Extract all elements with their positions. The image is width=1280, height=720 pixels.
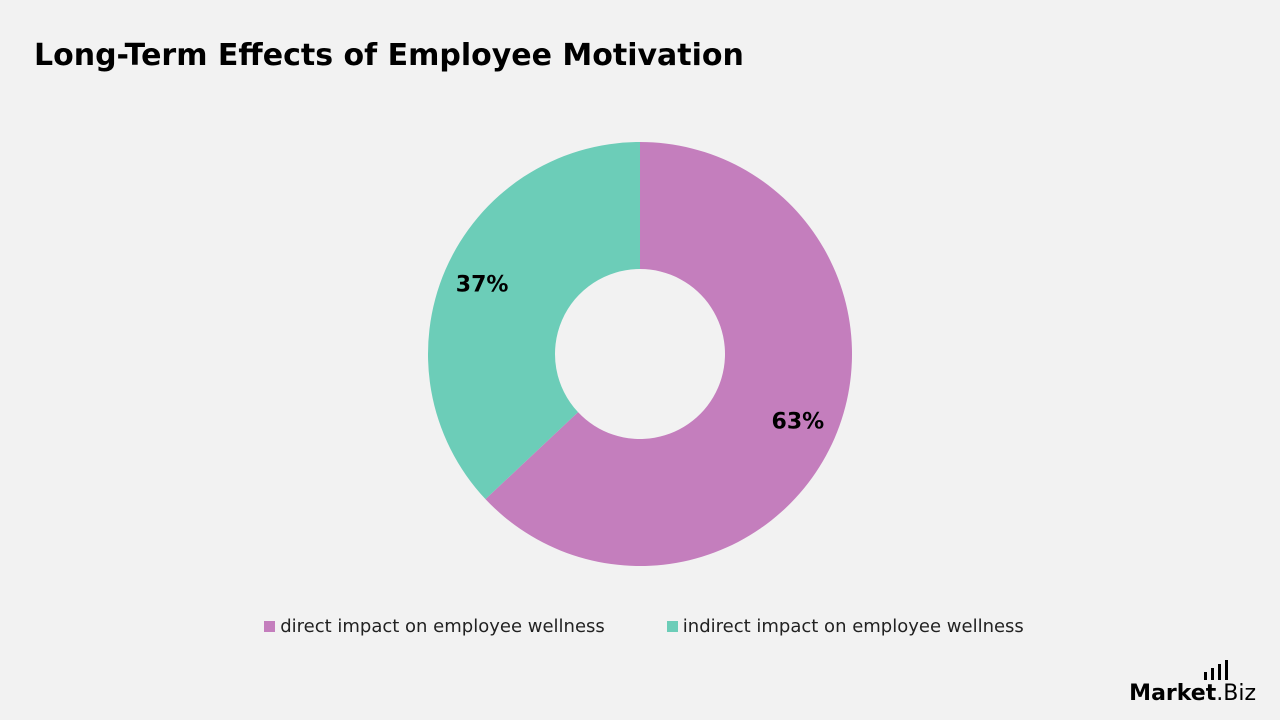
donut-slice-0 <box>485 142 852 566</box>
brand-logo: Market .Biz <box>1129 681 1256 706</box>
legend-label-indirect: indirect impact on employee wellness <box>682 616 1024 637</box>
slice-value-label-0: 63% <box>772 409 825 434</box>
brand-name-suffix: .Biz <box>1216 681 1256 706</box>
donut-slice-1 <box>428 141 640 500</box>
brand-bars-icon <box>1204 660 1228 680</box>
slice-value-label-1: 37% <box>456 273 509 298</box>
legend-swatch-direct <box>264 621 276 632</box>
legend-item-indirect: indirect impact on employee wellness <box>666 616 1024 637</box>
chart-title: Long-Term Effects of Employee Motivation <box>34 38 744 73</box>
chart-legend: direct impact on employee wellness indir… <box>0 616 1280 637</box>
brand-name-main: Market <box>1129 681 1217 706</box>
legend-label-direct: direct impact on employee wellness <box>280 616 605 637</box>
legend-swatch-indirect <box>666 621 678 632</box>
legend-item-direct: direct impact on employee wellness <box>264 616 605 637</box>
